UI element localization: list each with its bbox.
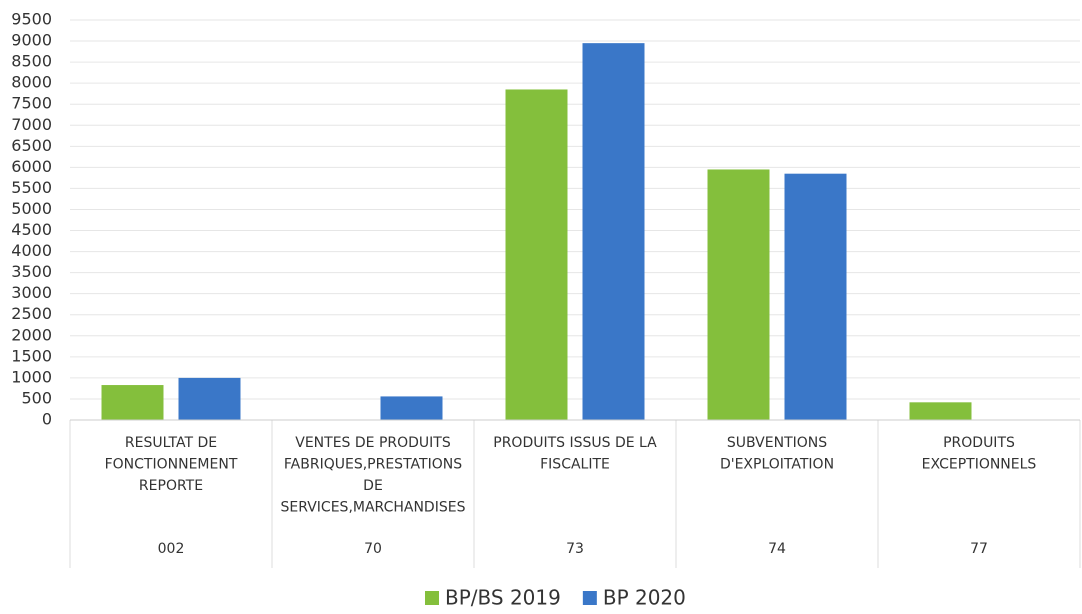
- x-tick-label: EXCEPTIONNELS: [922, 457, 1037, 473]
- y-tick-label: 4500: [11, 220, 52, 239]
- category-code: 74: [768, 541, 786, 557]
- bar: [909, 402, 972, 420]
- legend-swatch: [425, 591, 439, 605]
- y-tick-label: 7000: [11, 115, 52, 134]
- legend-label: BP 2020: [603, 586, 686, 610]
- y-tick-label: 1000: [11, 367, 52, 386]
- y-tick-label: 6500: [11, 136, 52, 155]
- y-tick-label: 6000: [11, 157, 52, 176]
- y-tick-label: 500: [21, 388, 52, 407]
- x-tick-label: D'EXPLOITATION: [720, 457, 834, 473]
- x-tick-label: SUBVENTIONS: [727, 435, 827, 451]
- y-tick-label: 5500: [11, 178, 52, 197]
- x-tick-label: RESULTAT DE: [125, 435, 217, 451]
- y-tick-label: 8500: [11, 52, 52, 71]
- category-code: 70: [364, 541, 382, 557]
- bar: [784, 173, 847, 420]
- y-tick-label: 3000: [11, 283, 52, 302]
- bar: [380, 396, 443, 420]
- legend-swatch: [582, 591, 597, 605]
- legend-label: BP/BS 2019: [445, 586, 561, 610]
- y-tick-label: 1500: [11, 346, 52, 365]
- y-tick-label: 9500: [11, 10, 52, 29]
- x-tick-label: FISCALITE: [540, 457, 610, 473]
- bar: [178, 377, 241, 420]
- x-tick-label: PRODUITS ISSUS DE LA: [493, 435, 657, 451]
- category-code: 002: [158, 541, 185, 557]
- bar: [707, 169, 770, 420]
- x-tick-label: VENTES DE PRODUITS: [295, 435, 451, 451]
- category-code: 77: [970, 541, 988, 557]
- bar: [505, 89, 568, 420]
- category-code: 73: [566, 541, 584, 557]
- y-tick-label: 0: [42, 410, 52, 429]
- y-tick-label: 5000: [11, 199, 52, 218]
- x-tick-label: DE: [363, 478, 383, 494]
- y-tick-label: 8000: [11, 73, 52, 92]
- y-tick-label: 2500: [11, 304, 52, 323]
- bar: [101, 385, 164, 420]
- bar: [582, 43, 645, 420]
- x-tick-label: FABRIQUES,PRESTATIONS: [284, 457, 462, 473]
- y-tick-label: 3500: [11, 262, 52, 281]
- y-tick-label: 2000: [11, 325, 52, 344]
- y-tick-label: 9000: [11, 31, 52, 50]
- y-tick-label: 4000: [11, 241, 52, 260]
- x-tick-label: REPORTE: [139, 478, 203, 494]
- x-tick-label: PRODUITS: [943, 435, 1015, 451]
- y-tick-label: 7500: [11, 94, 52, 113]
- x-tick-label: FONCTIONNEMENT: [105, 457, 238, 473]
- x-tick-label: SERVICES,MARCHANDISES: [281, 500, 466, 516]
